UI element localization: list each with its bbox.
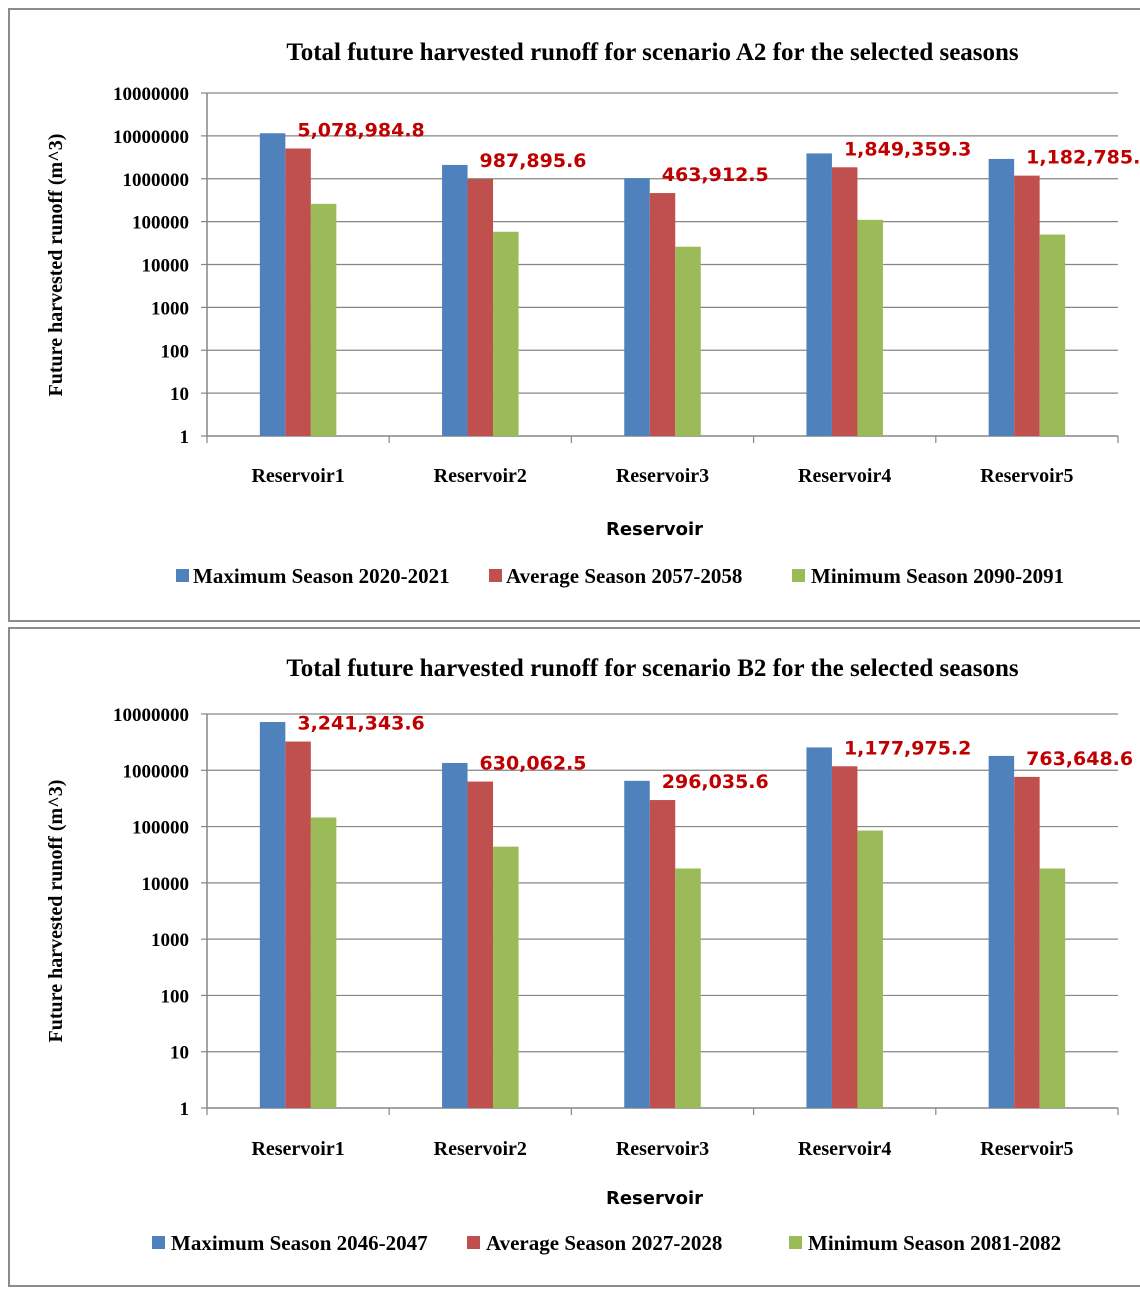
y-tick-label: 10000000	[113, 705, 189, 726]
data-label: 1,182,785.7	[1026, 147, 1140, 169]
legend-swatch	[789, 1236, 802, 1249]
category-label: Reservoir4	[798, 1138, 891, 1160]
bar	[675, 246, 701, 436]
y-axis-title: Future harvested runoff (m^3)	[45, 780, 67, 1043]
legend-label: Minimum Season 2090-2091	[811, 564, 1064, 588]
y-tick-label: 10000	[142, 256, 190, 277]
bar	[624, 780, 650, 1108]
y-tick-label: 1000000	[123, 761, 190, 782]
bar	[442, 164, 468, 436]
y-tick-label: 10	[170, 1043, 189, 1064]
bar	[442, 762, 468, 1108]
y-tick-label: 100000	[132, 818, 189, 839]
category-label: Reservoir1	[251, 465, 344, 487]
data-label: 463,912.5	[662, 164, 769, 186]
category-label: Reservoir5	[980, 465, 1073, 487]
category-label: Reservoir2	[434, 1138, 527, 1160]
category-label: Reservoir1	[251, 1138, 344, 1160]
bar	[806, 153, 832, 436]
chart-panel-a2	[8, 8, 1140, 622]
bar	[259, 722, 286, 1108]
bar	[1039, 868, 1066, 1108]
bar	[857, 830, 883, 1108]
y-tick-label: 100	[161, 986, 190, 1007]
bar	[649, 800, 676, 1108]
legend-swatch	[176, 569, 189, 582]
legend-label: Minimum Season 2081-2082	[808, 1231, 1061, 1255]
legend-swatch	[489, 569, 502, 582]
y-tick-label: 1000	[151, 930, 189, 951]
bar	[988, 158, 1015, 436]
bar	[806, 747, 832, 1108]
bar	[467, 178, 494, 437]
bar	[831, 766, 858, 1108]
y-tick-label: 100	[161, 341, 190, 362]
bar	[624, 178, 650, 437]
y-tick-label: 1	[180, 427, 190, 448]
category-label: Reservoir4	[798, 465, 891, 487]
y-tick-label: 10000	[142, 874, 190, 895]
category-label: Reservoir5	[980, 1138, 1073, 1160]
bar	[493, 846, 519, 1108]
legend-swatch	[792, 569, 805, 582]
bar	[857, 219, 883, 436]
category-label: Reservoir3	[616, 1138, 709, 1160]
bar	[649, 193, 676, 436]
legend-swatch	[152, 1236, 165, 1249]
y-tick-label: 10000000	[113, 127, 189, 148]
bar	[285, 148, 311, 437]
category-label: Reservoir3	[616, 465, 709, 487]
bar	[493, 231, 519, 436]
data-label: 296,035.6	[662, 771, 769, 793]
bar	[259, 133, 286, 436]
data-label: 3,241,343.6	[297, 713, 424, 735]
bar	[285, 741, 311, 1108]
legend-swatch	[467, 1236, 480, 1249]
legend-label: Average Season 2057-2058	[506, 564, 742, 588]
y-tick-label: 10000000	[113, 84, 189, 105]
legend-label: Maximum Season 2020-2021	[193, 564, 450, 588]
y-tick-label: 10	[170, 384, 189, 405]
data-label: 5,078,984.8	[297, 119, 424, 141]
x-axis-title: Reservoir	[606, 519, 703, 540]
chart-panel-b2	[8, 627, 1140, 1287]
legend-label: Maximum Season 2046-2047	[171, 1231, 428, 1255]
data-label: 1,177,975.2	[844, 737, 971, 759]
chart-title: Total future harvested runoff for scenar…	[286, 655, 1019, 682]
data-label: 763,648.6	[1026, 748, 1133, 770]
bar	[310, 203, 337, 436]
data-label: 630,062.5	[480, 753, 587, 775]
category-label: Reservoir2	[434, 465, 527, 487]
bar	[467, 781, 494, 1108]
data-label: 1,849,359.3	[844, 138, 971, 160]
bar	[988, 755, 1015, 1108]
data-label: 987,895.6	[480, 150, 587, 172]
bar	[1014, 175, 1040, 436]
y-tick-label: 1000	[151, 298, 189, 319]
chart-title: Total future harvested runoff for scenar…	[286, 39, 1019, 66]
bar	[1014, 776, 1040, 1108]
y-tick-label: 100000	[132, 213, 189, 234]
bar	[1039, 234, 1066, 436]
bar	[675, 868, 701, 1108]
y-axis-title: Future harvested runoff (m^3)	[45, 134, 67, 397]
y-tick-label: 1	[180, 1099, 190, 1120]
x-axis-title: Reservoir	[606, 1188, 703, 1209]
bar	[831, 167, 858, 437]
legend-label: Average Season 2027-2028	[486, 1231, 722, 1255]
y-tick-label: 1000000	[123, 170, 190, 191]
bar	[310, 817, 337, 1108]
